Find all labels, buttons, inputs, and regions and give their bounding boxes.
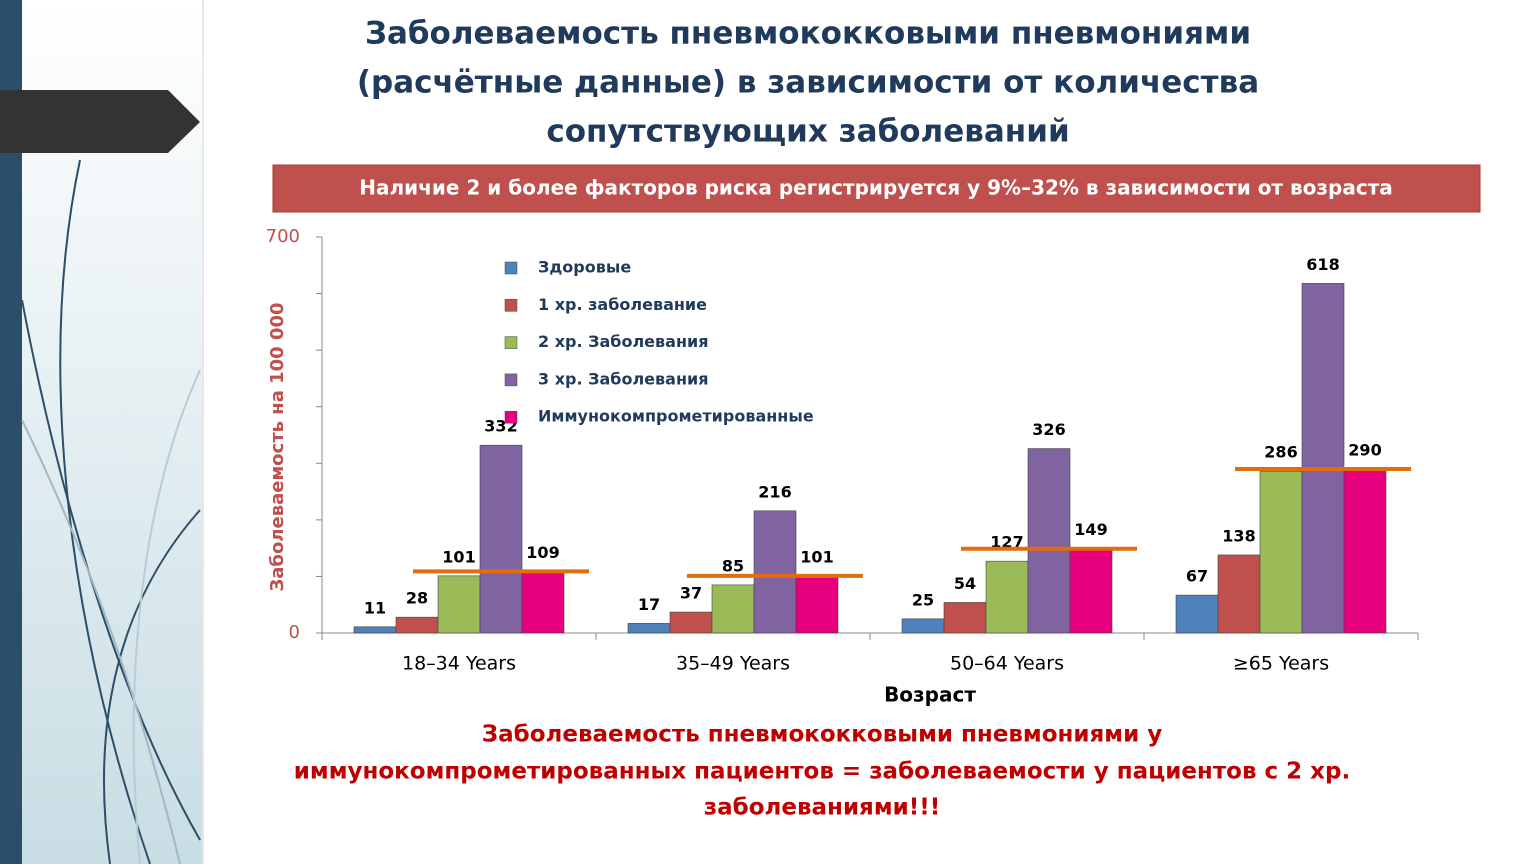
- side-strip: [0, 0, 22, 864]
- value-label: 101: [800, 547, 833, 566]
- value-label: 326: [1032, 420, 1065, 439]
- legend-swatch: [504, 299, 518, 312]
- value-label: 54: [954, 574, 976, 593]
- bar: [795, 575, 839, 634]
- value-label: 28: [406, 589, 428, 608]
- x-axis-title: Возраст: [884, 683, 976, 707]
- y-tick-label: 700: [266, 226, 300, 247]
- legend-swatch: [504, 410, 518, 424]
- title-line: (расчётные данные) в зависимости от коли…: [357, 65, 1259, 101]
- legend-label: 1 хр. заболевание: [538, 295, 707, 314]
- bar: [627, 623, 671, 634]
- value-label: 138: [1222, 526, 1255, 545]
- bar: [1175, 594, 1219, 634]
- legend-swatch: [504, 373, 518, 387]
- legend-swatch: [504, 261, 518, 275]
- value-label: 67: [1186, 567, 1208, 586]
- bar: [479, 444, 523, 634]
- bar: [1217, 554, 1261, 634]
- y-tick-label: 0: [289, 622, 300, 643]
- bar: [753, 510, 797, 634]
- bar: [437, 575, 481, 634]
- x-tick-label: 35–49 Years: [676, 653, 790, 675]
- bar: [1301, 283, 1345, 634]
- value-label: 101: [442, 547, 475, 566]
- value-label: 290: [1348, 440, 1381, 459]
- bar: [1259, 470, 1303, 634]
- title-line: Заболеваемость пневмококковыми пневмония…: [365, 16, 1251, 52]
- arrow-shape: [0, 90, 200, 153]
- legend-label: 3 хр. Заболевания: [538, 369, 708, 388]
- bar: [985, 560, 1029, 634]
- x-tick-label: 18–34 Years: [402, 653, 516, 675]
- note-line: заболеваниями!!!: [704, 795, 940, 821]
- x-tick-label: 50–64 Years: [950, 653, 1064, 675]
- legend-label: Здоровые: [538, 258, 631, 277]
- value-label: 149: [1074, 520, 1107, 539]
- value-label: 11: [364, 598, 386, 617]
- value-label: 109: [526, 543, 559, 562]
- value-label: 618: [1306, 255, 1339, 274]
- bar: [669, 611, 713, 634]
- bar: [395, 616, 439, 634]
- bar: [901, 618, 945, 634]
- value-label: 216: [758, 482, 791, 501]
- x-tick-label: ≥65 Years: [1233, 653, 1329, 675]
- value-label: 37: [680, 584, 702, 603]
- legend-label: 2 хр. Заболевания: [538, 332, 708, 351]
- decor-curves: [21, 159, 201, 864]
- bar: [943, 602, 987, 634]
- note-line: иммунокомпрометированных пациентов = заб…: [294, 759, 1350, 785]
- value-label: 85: [722, 556, 744, 575]
- legend-label: Иммунокомпрометированные: [538, 407, 814, 426]
- bar: [1027, 448, 1071, 634]
- y-axis-title: Заболеваемость на 100 000: [267, 302, 288, 591]
- note-line: Заболеваемость пневмококковыми пневмония…: [482, 722, 1162, 748]
- legend-swatch: [504, 336, 518, 349]
- bar: [1069, 548, 1113, 634]
- title-line: сопутствующих заболеваний: [546, 114, 1069, 150]
- bar: [1343, 468, 1387, 634]
- value-label: 25: [912, 590, 934, 609]
- banner-box: [272, 164, 1481, 213]
- value-label: 17: [638, 595, 660, 614]
- bar: [353, 626, 397, 634]
- bar: [521, 571, 565, 634]
- bar: [711, 584, 755, 634]
- banner-text: Наличие 2 и более факторов риска регистр…: [359, 176, 1393, 200]
- value-label: 286: [1264, 443, 1297, 462]
